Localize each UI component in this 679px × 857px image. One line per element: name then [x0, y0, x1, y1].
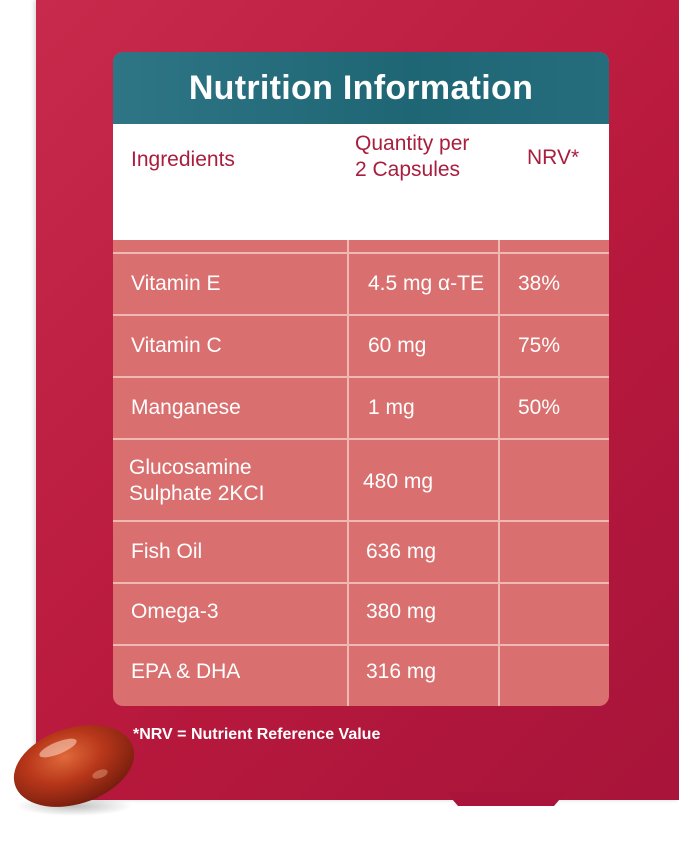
row-divider-7	[113, 644, 609, 646]
table-title: Nutrition Information	[188, 68, 534, 107]
column-divider-1	[347, 240, 349, 706]
nrv-cell: 38%	[518, 272, 561, 295]
ingredient-cell: Fish Oil	[131, 540, 203, 563]
quantity-cell: 1 mg	[368, 396, 415, 419]
title-bar: Nutrition Information	[113, 52, 609, 124]
ingredient-cell-line1: Glucosamine	[129, 456, 252, 479]
nrv-cell: 50%	[518, 396, 561, 419]
table-header: Ingredients Quantity per 2 Capsules NRV*	[113, 124, 609, 240]
ingredient-cell: EPA & DHA	[131, 660, 241, 683]
nrv-cell: 75%	[518, 334, 561, 357]
row-divider-4	[113, 438, 609, 440]
quantity-cell: 316 mg	[366, 660, 437, 683]
header-nrv: NRV*	[527, 146, 580, 169]
quantity-cell: 636 mg	[366, 540, 437, 563]
quantity-cell: 380 mg	[366, 600, 437, 623]
footnote: *NRV = Nutrient Reference Value	[133, 726, 381, 743]
header-quantity-line2: 2 Capsules	[355, 158, 461, 181]
nrv-cell: 500%	[516, 214, 570, 237]
quantity-cell: 25 µg	[368, 210, 421, 233]
row-divider-3	[113, 376, 609, 378]
ingredient-cell: Vitamin E	[131, 272, 221, 295]
ingredient-cell: Omega-3	[131, 600, 219, 623]
row-divider-2	[113, 314, 609, 316]
row-divider-1	[113, 252, 609, 254]
quantity-cell: 60 mg	[368, 334, 427, 357]
ingredient-cell: Manganese	[131, 396, 241, 419]
quantity-cell: 480 mg	[363, 470, 434, 493]
quantity-cell: 4.5 mg α-TE	[368, 272, 485, 295]
nutrition-table: Nutrition Information Ingredients Quanti…	[113, 52, 609, 706]
column-divider-2	[498, 240, 500, 706]
row-divider-5	[113, 520, 609, 522]
ingredient-cell: Vitamin D	[131, 212, 222, 235]
capsule-image	[13, 725, 135, 816]
header-ingredients: Ingredients	[131, 148, 235, 171]
header-quantity-line1: Quantity per	[355, 132, 470, 155]
row-divider-6	[113, 582, 609, 584]
package-notch	[446, 792, 566, 806]
ingredient-cell-line2: Sulphate 2KCI	[129, 482, 265, 505]
ingredient-cell: Vitamin C	[131, 334, 222, 357]
